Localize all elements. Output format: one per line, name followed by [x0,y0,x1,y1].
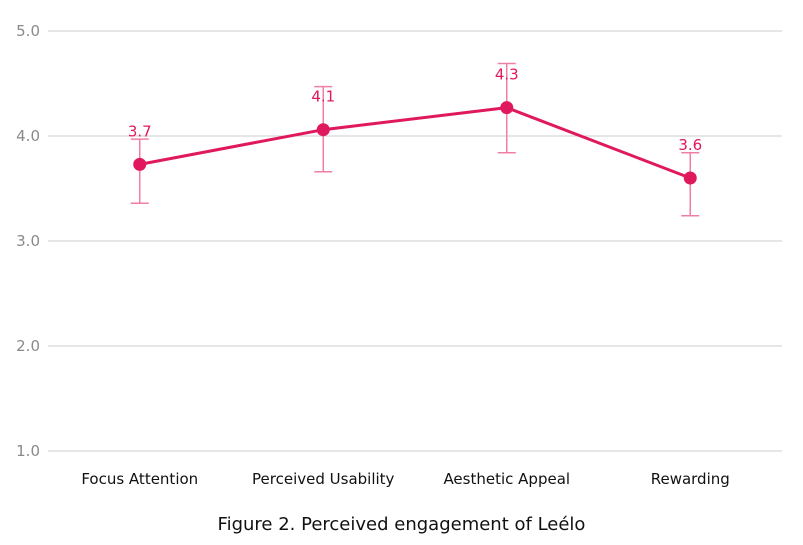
data-point [133,157,147,171]
x-category-label: Perceived Usability [252,470,395,488]
series-line [139,106,691,180]
y-tick-label: 1.0 [16,442,40,460]
gridlines [48,30,782,452]
data-label: 4.1 [311,88,335,106]
x-category-label: Aesthetic Appeal [443,470,570,488]
data-point [683,171,697,185]
y-tick-label: 3.0 [16,232,40,250]
data-points [133,101,697,185]
data-labels: 3.7 4.1 4.3 3.6 [128,66,702,154]
x-axis-categories: Focus Attention Perceived Usability Aesthe… [81,470,729,488]
x-category-label: Focus Attention [81,470,198,488]
data-label: 3.6 [678,136,702,154]
data-point [316,123,330,137]
x-category-label: Rewarding [651,470,730,488]
y-axis-ticks: 1.0 2.0 3.0 4.0 5.0 [16,22,40,460]
y-tick-label: 2.0 [16,337,40,355]
figure-caption: Figure 2. Perceived engagement of Leélo [217,514,586,535]
series-line-path [139,106,691,180]
data-label: 3.7 [128,122,152,140]
y-tick-label: 4.0 [16,127,40,145]
data-point [500,101,514,115]
y-tick-label: 5.0 [16,22,40,40]
data-label: 4.3 [495,66,519,84]
error-bars [130,62,700,217]
